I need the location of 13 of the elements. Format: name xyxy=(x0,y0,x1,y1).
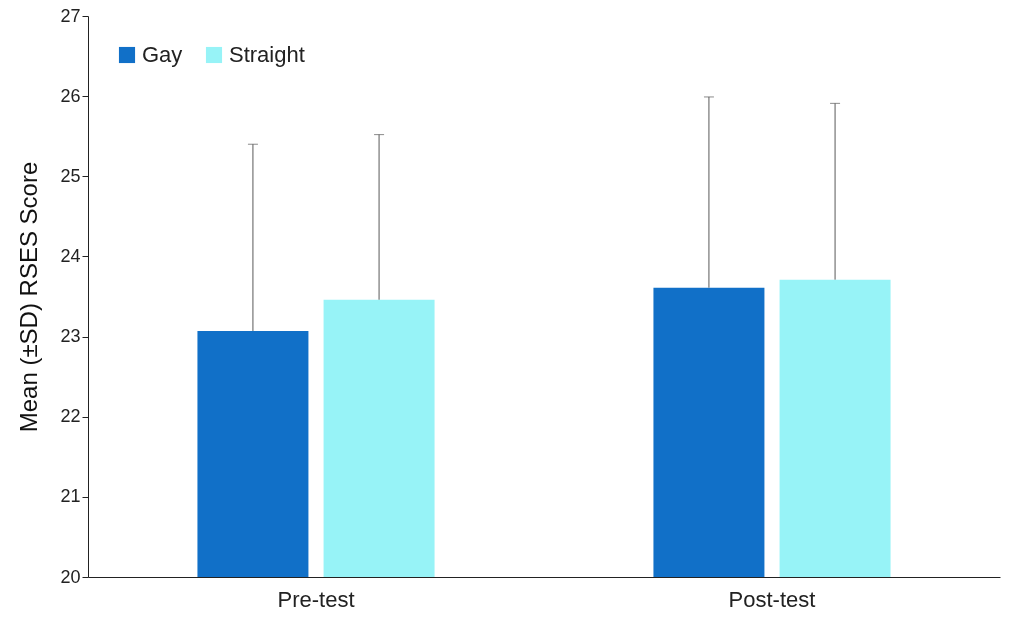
y-tick-label: 24 xyxy=(60,245,81,266)
legend-label: Gay xyxy=(142,42,183,67)
y-tick-label: 20 xyxy=(60,566,81,587)
y-tick-label: 26 xyxy=(60,85,81,106)
y-tick-label: 23 xyxy=(60,326,81,347)
y-axis-title: Mean (±SD) RSES Score xyxy=(15,161,43,433)
y-tick-label: 21 xyxy=(60,486,81,507)
y-tick-label: 27 xyxy=(60,5,81,26)
x-tick-label: Post-test xyxy=(728,586,816,612)
y-tick-label: 25 xyxy=(60,165,81,186)
x-tick-label: Pre-test xyxy=(277,586,355,612)
legend-label: Straight xyxy=(229,42,305,67)
y-tick-label: 22 xyxy=(60,406,81,427)
